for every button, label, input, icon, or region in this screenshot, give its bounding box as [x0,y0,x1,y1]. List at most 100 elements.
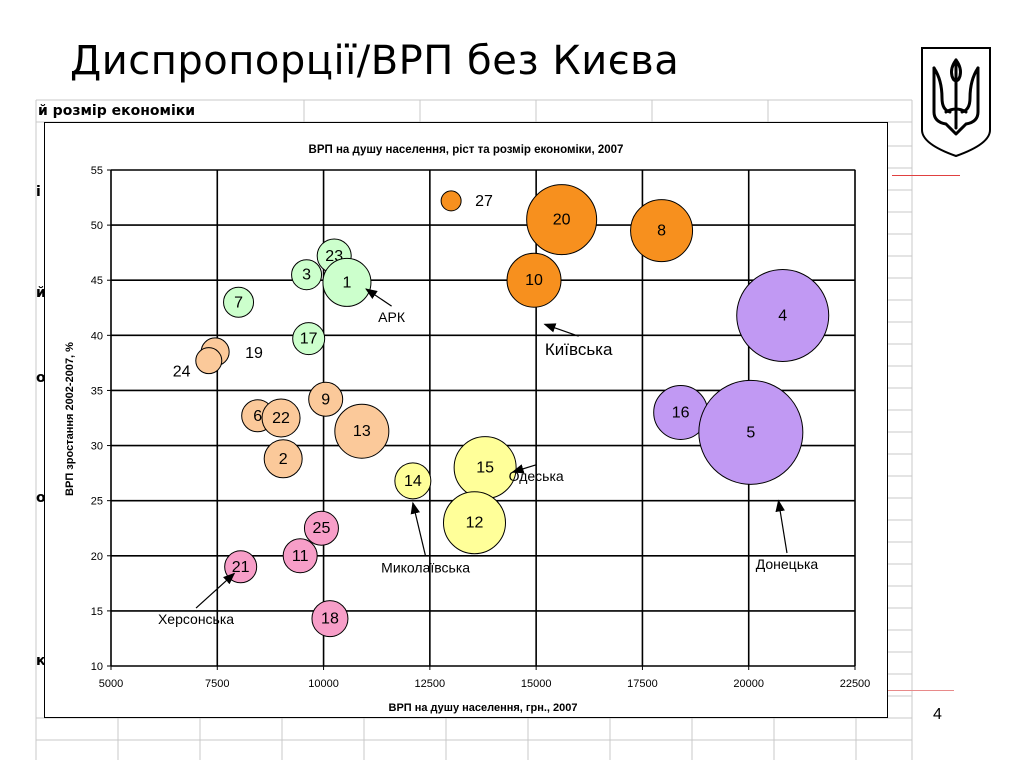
x-tick-label: 20000 [733,678,764,690]
background-cell-label: й розмір економіки [38,103,196,119]
annotation-Херсонська: Херсонська [158,572,236,627]
x-tick-label: 5000 [99,678,123,690]
annotation-arrow [365,288,392,307]
bubble-circle [282,538,318,574]
bubble-circle [291,259,323,291]
chart-frame: ВРП на душу населення, ріст та розмір ек… [44,122,888,718]
annotation-АРК: АРК [365,288,406,325]
annotation-label: Донецька [756,556,819,572]
bubble-18: 18 [311,600,349,638]
bubble-circle [195,347,223,375]
y-tick-label: 35 [91,385,103,397]
bubble-15: 15 [453,436,517,500]
annotation-Миколаївська: Миколаївська [381,501,470,575]
x-tick-label: 15000 [521,678,552,690]
background-cell-stub: і [36,184,41,200]
bubble-circle [303,510,339,546]
annotation-Донецька: Донецька [756,499,819,572]
bubble-3: 3 [291,259,323,291]
bubble-circle [442,491,506,555]
bubble-circle [394,462,432,500]
bubble-13: 13 [334,403,390,459]
bubble-circle [526,184,598,256]
page-number: 4 [933,706,942,723]
bubble-label: 27 [475,193,493,210]
y-tick-label: 15 [91,606,103,618]
bubble-10: 10 [506,252,562,308]
bubble-20: 20 [526,184,598,256]
y-tick-label: 10 [91,661,103,673]
y-tick-label: 55 [91,165,103,177]
bubble-label: 24 [173,364,191,381]
bubble-label: 17 [300,331,318,348]
bubble-label: 15 [476,460,494,477]
bubble-8: 8 [630,199,694,263]
trident-emblem-icon [921,47,991,158]
bubble-label: 6 [253,408,262,425]
bubble-circle [223,286,255,318]
bubble-circle [311,600,349,638]
y-tick-label: 30 [91,441,103,453]
bubble-label: 18 [321,611,339,628]
x-tick-label: 22500 [840,678,871,690]
background-cell-stub: о [36,490,46,506]
background-cell-stub: й [36,285,46,301]
bubble-label: 1 [343,274,352,291]
slide-title: Диспропорції/ВРП без Києва [70,38,680,84]
y-tick-label: 45 [91,275,103,287]
x-tick-label: 17500 [627,678,658,690]
bubble-circle [630,199,694,263]
x-axis-label: ВРП на душу населення, грн., 2007 [389,702,578,714]
annotation-label: Херсонська [158,611,234,627]
annotation-arrow [195,572,236,609]
annotation-Київська: Київська [543,323,613,359]
annotation-arrow [511,464,537,474]
bubble-label: 12 [466,515,484,532]
y-axis-label: ВРП зростання 2002-2007, % [64,342,76,496]
annotation-label: Миколаївська [381,559,470,575]
y-tick-label: 50 [91,220,103,232]
bubble-17: 17 [292,322,326,356]
bubble-label: 14 [404,473,422,490]
bubble-circle [440,190,462,212]
bubble-7: 7 [223,286,255,318]
annotation-arrow [410,501,427,557]
bubble-label: 7 [234,294,243,311]
bubble-circle [308,381,344,417]
bubble-label: 20 [553,212,571,229]
bubble-12: 12 [442,491,506,555]
bubble-label: 8 [657,223,666,240]
bubble-label: 19 [245,345,263,362]
bubble-label: 2 [279,451,288,468]
bubble-label: 9 [321,391,330,408]
background-cell-stub: о [36,370,46,386]
bubble-label: 22 [272,410,290,427]
bubble-label: 21 [232,559,250,576]
bubble-27: 27 [440,190,493,212]
bubble-5: 5 [698,379,804,485]
bubble-label: 3 [302,267,311,284]
bubble-circle [334,403,390,459]
bubble-24: 24 [173,347,223,381]
bubble-14: 14 [394,462,432,500]
y-tick-label: 20 [91,551,103,563]
x-tick-label: 10000 [308,678,339,690]
y-tick-label: 25 [91,496,103,508]
annotation-arrow [775,499,788,554]
bubble-circle [506,252,562,308]
bubble-22: 22 [261,398,301,438]
bubble-1: 1 [322,257,372,307]
bubble-25: 25 [303,510,339,546]
chart-title: ВРП на душу населення, ріст та розмір ек… [309,144,624,156]
decor-red-line [888,690,954,691]
bubble-circle [698,379,804,485]
x-tick-label: 7500 [205,678,229,690]
bubble-2: 2 [263,439,303,479]
y-tick-label: 40 [91,330,103,342]
annotation-Одеська: Одеська [509,464,564,484]
annotation-label: АРК [378,309,406,325]
bubble-chart: ВРП на душу населення, ріст та розмір ек… [64,144,871,714]
annotation-label: Київська [545,340,613,359]
bubble-9: 9 [308,381,344,417]
